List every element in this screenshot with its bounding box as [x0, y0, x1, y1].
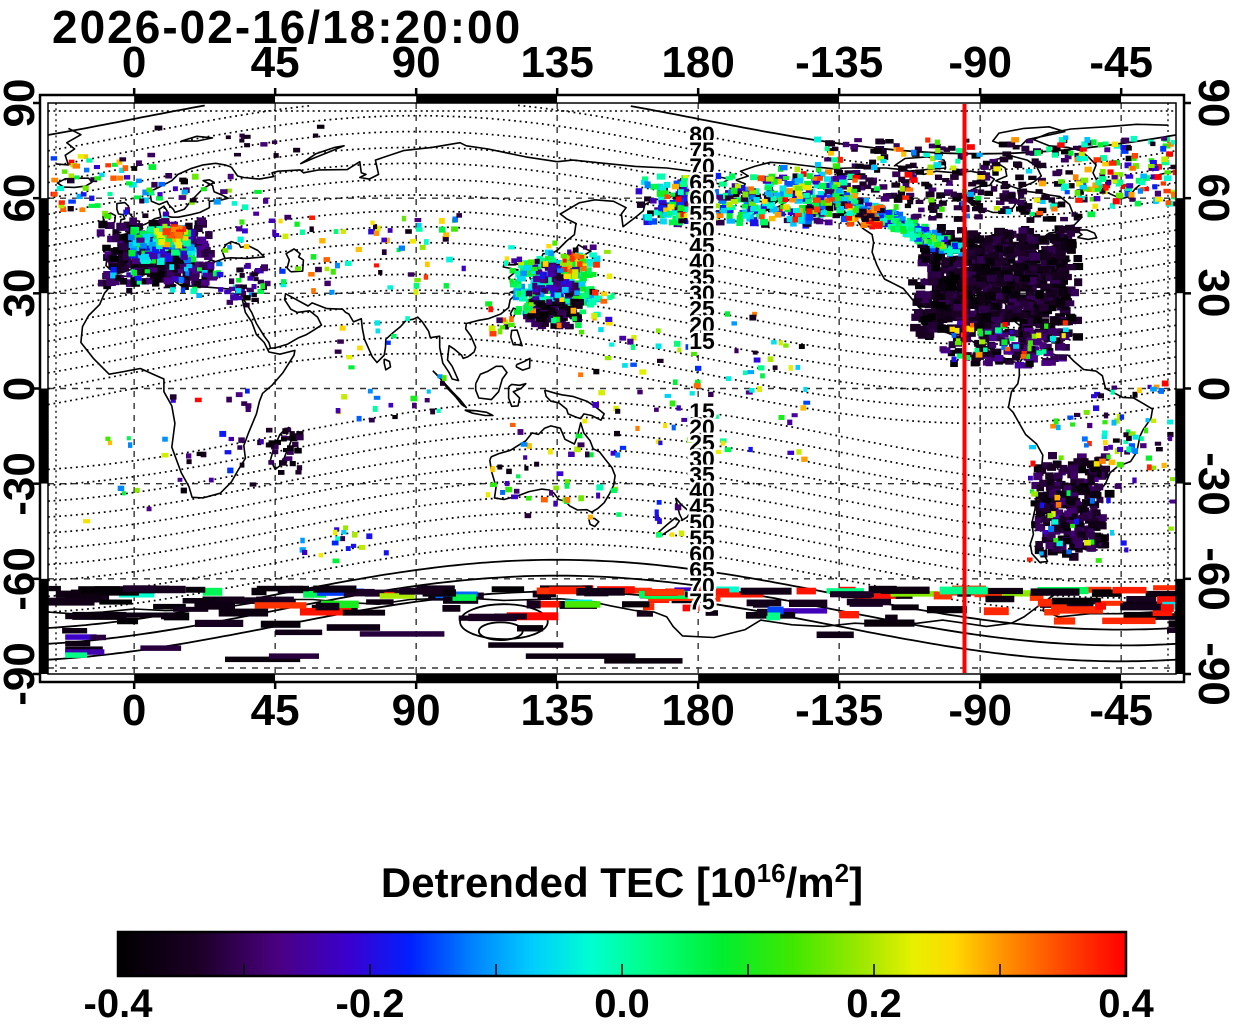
contour-label: 20: [689, 312, 715, 338]
contour-label: 15: [689, 328, 715, 354]
contour-label: 50: [689, 217, 715, 243]
lat-tick-label-left: -30: [0, 451, 44, 516]
lat-tick-label-left: -60: [0, 547, 44, 611]
colorbar-tick-label: 0.2: [846, 982, 902, 1024]
lat-tick-label-left: 0: [0, 376, 45, 400]
lat-tick-label-left: -90: [0, 642, 44, 706]
contour-label: 45: [689, 233, 715, 259]
lat-tick-label-right: 60: [1189, 173, 1238, 223]
contour-label: 50: [689, 509, 715, 535]
map-frame: [33, 88, 1191, 689]
lon-tick-label-top: 0: [121, 38, 147, 87]
lon-tick-label-bottom: -45: [1089, 686, 1153, 735]
contour-label: 80: [689, 122, 715, 148]
colorbar-title-unit: /m: [785, 859, 835, 906]
contour-label: 20: [689, 414, 715, 440]
lat-tick-label-right: 30: [1189, 268, 1238, 318]
colorbar-title-text: Detrended TEC [10: [380, 859, 757, 906]
plot-title-timestamp: 2026-02-16/18:20:00: [52, 1, 523, 53]
lon-tick-label-top: 90: [391, 38, 441, 87]
contour-label: 60: [689, 541, 715, 567]
colorbar-tick-label: -0.2: [335, 982, 405, 1024]
colorbar-tick-label: 0.4: [1098, 982, 1154, 1024]
colorbar-title-bracket: ]: [849, 859, 864, 906]
lat-tick-label-right: -90: [1189, 642, 1238, 706]
lat-tick-label-right: -30: [1189, 451, 1238, 516]
contour-label: 45: [689, 494, 715, 520]
colorbar-tick-label: 0.0: [594, 982, 650, 1024]
lat-tick-label-left: 30: [0, 268, 44, 318]
lon-tick-label-bottom: 45: [250, 686, 300, 735]
contour-label: 55: [689, 525, 715, 551]
contour-label: 40: [689, 478, 715, 504]
contour-labels: 8075706560555045403530252015152025303540…: [687, 119, 718, 617]
contour-label: 35: [689, 462, 715, 488]
lat-tick-label-right: -60: [1189, 547, 1238, 611]
lat-tick-label-left: 60: [0, 173, 44, 223]
colorbar-tick-label: -0.4: [83, 982, 153, 1024]
contour-label: 30: [689, 446, 715, 472]
lat-tick-label-right: 90: [1189, 78, 1238, 128]
contour-label: 15: [689, 398, 715, 424]
lon-tick-label-top: 180: [661, 38, 735, 87]
colorbar-title: Detrended TEC [1016/m2]: [381, 858, 863, 907]
lon-tick-label-bottom: -90: [948, 686, 1012, 735]
contour-label: 30: [689, 280, 715, 306]
colorbar-title-exponent: 16: [756, 858, 786, 888]
contour-label: 75: [689, 589, 715, 615]
contour-label: 25: [689, 296, 715, 322]
lon-tick-label-top: -135: [795, 38, 884, 87]
lon-tick-label-top: -45: [1089, 38, 1153, 87]
contour-label: 40: [689, 249, 715, 275]
lon-tick-label-bottom: 180: [661, 686, 735, 735]
contour-label: 55: [689, 201, 715, 227]
map-interior: 8075706560555045403530252015152025303540…: [48, 103, 1176, 674]
contour-label: 70: [689, 573, 715, 599]
lon-tick-label-bottom: 135: [520, 686, 594, 735]
colorbar: [116, 930, 1128, 978]
colorbar-title-exponent2: 2: [834, 858, 850, 888]
contour-label: 65: [689, 557, 715, 583]
contour-label: 35: [689, 264, 715, 290]
contour-label: 65: [689, 169, 715, 195]
contour-label: 75: [689, 138, 715, 164]
lon-tick-label-bottom: -135: [795, 686, 884, 735]
lat-tick-label-left: 90: [0, 78, 44, 128]
lon-tick-label-bottom: 0: [121, 686, 147, 735]
contour-label: 70: [689, 153, 715, 179]
lat-tick-label-right: 0: [1189, 376, 1238, 401]
lon-tick-label-top: -90: [948, 38, 1012, 87]
lon-tick-label-bottom: 90: [391, 686, 441, 735]
contour-label: 25: [689, 430, 715, 456]
lon-tick-label-top: 45: [250, 38, 300, 87]
tec-data-points: [48, 124, 1176, 664]
contour-label: 60: [689, 185, 715, 211]
lon-tick-label-top: 135: [520, 38, 594, 87]
